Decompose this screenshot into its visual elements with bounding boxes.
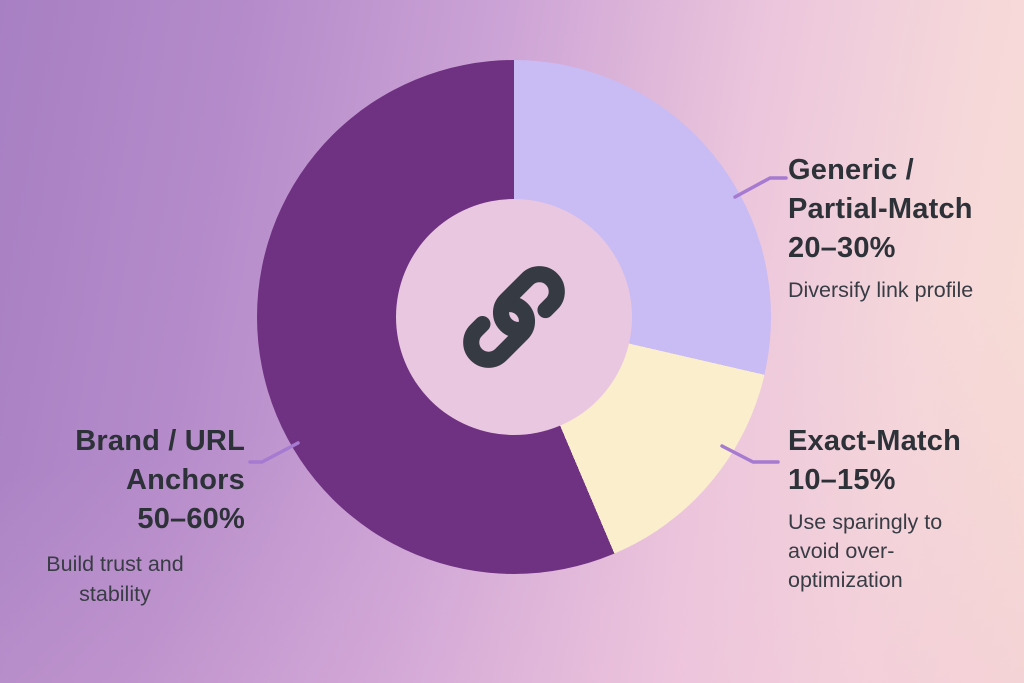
generic-annotation: Diversify link profile [788, 278, 974, 302]
brand-annotation-line2: stability [79, 582, 151, 606]
brand-annotation: Build trust and stability [18, 549, 212, 609]
generic-title-line1: Generic / [788, 154, 914, 186]
brand-title-line1: Brand / URL [75, 425, 245, 457]
generic-title-line2: Partial-Match [788, 193, 973, 225]
brand-range-value: 50–60% [137, 503, 245, 535]
exact-range-value: 10–15% [788, 464, 896, 496]
exact-title-line1: Exact-Match [788, 425, 962, 457]
exact-annotation-line2: avoid over- [788, 539, 895, 563]
callout-brand-url-anchors: Brand / URL Anchors 50–60% [0, 422, 245, 539]
brand-annotation-line1: Build trust and [46, 552, 184, 576]
brand-title-line2: Anchors [125, 464, 245, 496]
exact-annotation-line1: Use sparingly to [788, 510, 943, 534]
donut-chart [257, 60, 771, 574]
exact-annotation-line3: optimization [788, 568, 903, 592]
donut-center [396, 199, 632, 435]
callout-generic-partial-match: Generic / Partial-Match 20–30% Diversify… [788, 151, 973, 305]
leader-line-generic [733, 176, 788, 199]
link-chain-icon [463, 266, 565, 368]
generic-range-value: 20–30% [788, 232, 896, 264]
callout-exact-match: Exact-Match 10–15% Use sparingly to avoi… [788, 422, 961, 595]
